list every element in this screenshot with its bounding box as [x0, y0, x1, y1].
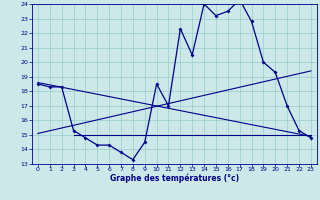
- X-axis label: Graphe des températures (°c): Graphe des températures (°c): [110, 174, 239, 183]
